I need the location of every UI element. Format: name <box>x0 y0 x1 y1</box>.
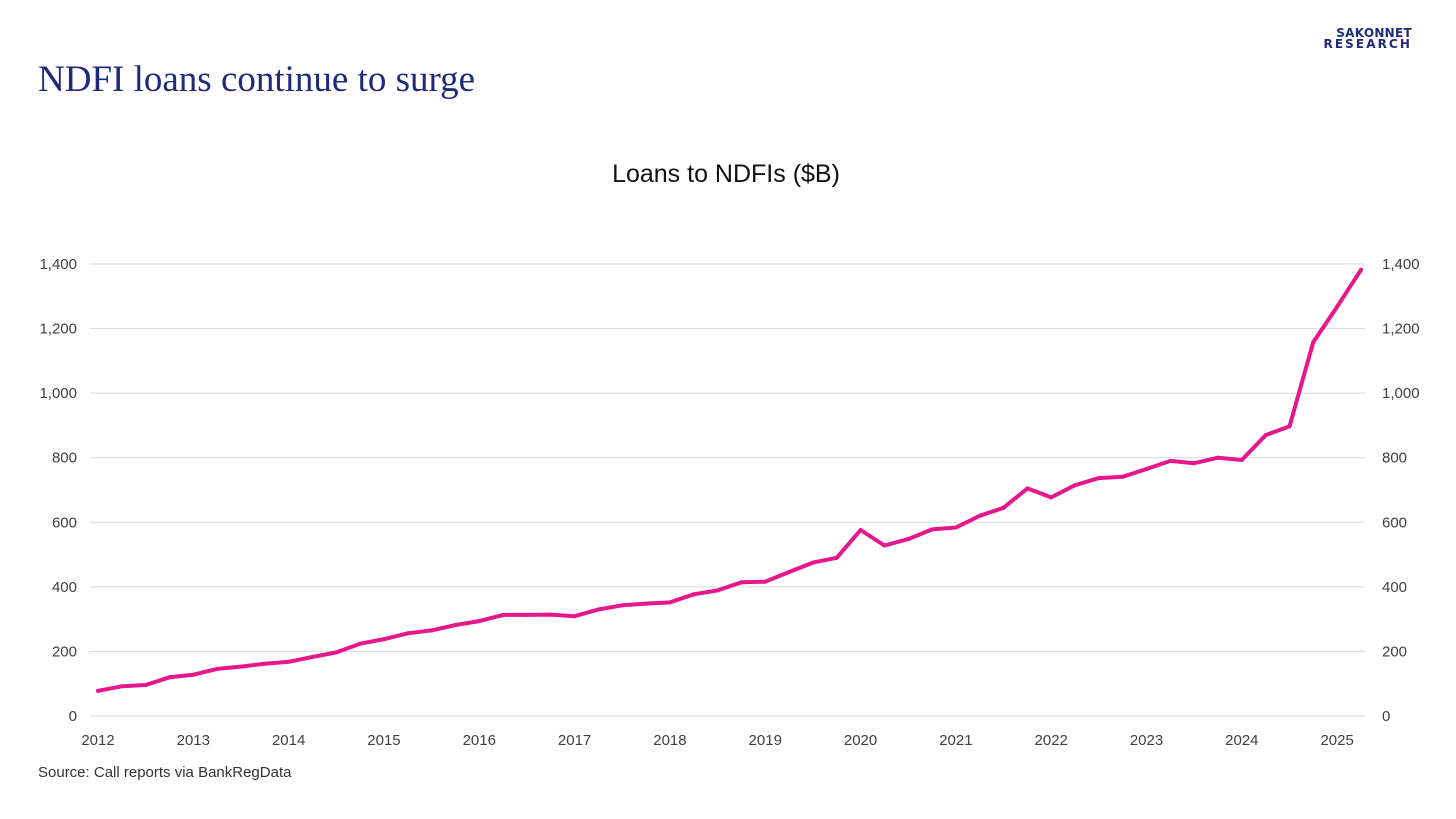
data-point <box>691 592 696 597</box>
x-axis: 2012 2013 2014 2015 2016 2017 2018 2019 2020 2021… <box>81 732 1354 749</box>
data-point <box>1335 304 1340 309</box>
data-point <box>477 619 482 624</box>
data-point <box>1001 505 1006 510</box>
x-tick-label: 2025 <box>1320 732 1353 749</box>
data-point <box>358 641 363 646</box>
data-point <box>834 555 839 560</box>
data-point <box>215 666 220 671</box>
x-tick-label: 2012 <box>81 732 114 749</box>
data-point <box>977 513 982 518</box>
data-point <box>810 560 815 565</box>
x-tick-label: 2014 <box>272 732 305 749</box>
data-point <box>453 622 458 627</box>
data-point <box>882 543 887 548</box>
data-point <box>1239 457 1244 462</box>
x-tick-label: 2017 <box>558 732 591 749</box>
data-point <box>644 601 649 606</box>
data-point <box>953 525 958 530</box>
y-tick-label-right: 1,400 <box>1382 256 1420 273</box>
y-tick-label-left: 1,400 <box>39 256 77 273</box>
data-point <box>715 588 720 593</box>
data-point <box>763 579 768 584</box>
data-point <box>238 664 243 669</box>
data-point <box>930 527 935 532</box>
logo-line-1: SAKONNET <box>1336 26 1412 40</box>
data-point <box>119 684 124 689</box>
y-tick-label-left: 1,200 <box>39 321 77 338</box>
x-tick-label: 2013 <box>177 732 210 749</box>
data-point <box>1287 424 1292 429</box>
data-point <box>286 659 291 664</box>
page-title: NDFI loans continue to surge <box>38 59 476 100</box>
data-point <box>1168 458 1173 463</box>
y-tick-label-right: 1,200 <box>1382 321 1420 338</box>
y-axis-left: 0 200 400 600 800 1,000 1,200 1,400 <box>39 256 77 725</box>
data-point <box>405 631 410 636</box>
x-tick-label: 2020 <box>844 732 877 749</box>
x-tick-label: 2015 <box>367 732 400 749</box>
y-tick-label-left: 400 <box>52 579 77 596</box>
y-tick-label-right: 1,000 <box>1382 385 1420 402</box>
data-point <box>1096 476 1101 481</box>
y-tick-label-left: 0 <box>69 708 77 725</box>
data-point <box>429 628 434 633</box>
source-note: Source: Call reports via BankRegData <box>38 764 292 781</box>
x-tick-label: 2024 <box>1225 732 1258 749</box>
x-tick-label: 2019 <box>749 732 782 749</box>
y-axis-right: 0 200 400 600 800 1,000 1,200 1,400 <box>1382 256 1420 725</box>
data-point <box>787 570 792 575</box>
data-point <box>1359 267 1363 272</box>
data-point <box>1025 486 1030 491</box>
y-tick-label-left: 600 <box>52 514 77 531</box>
y-tick-label-right: 0 <box>1382 708 1390 725</box>
data-point <box>381 637 386 642</box>
data-point <box>1144 467 1149 472</box>
data-point <box>548 612 553 617</box>
data-point <box>620 603 625 608</box>
data-point <box>1216 455 1221 460</box>
y-tick-label-right: 800 <box>1382 450 1407 467</box>
y-tick-label-right: 400 <box>1382 579 1407 596</box>
data-point <box>667 600 672 605</box>
y-tick-label-left: 800 <box>52 450 77 467</box>
data-point <box>334 650 339 655</box>
data-point <box>596 607 601 612</box>
data-point <box>1073 483 1078 488</box>
data-point <box>858 528 863 533</box>
y-tick-label-left: 1,000 <box>39 385 77 402</box>
data-point <box>739 580 744 585</box>
data-point <box>1311 340 1316 345</box>
data-point <box>906 537 911 542</box>
data-point <box>1192 461 1197 466</box>
data-point <box>143 683 148 688</box>
gridlines <box>90 263 1365 717</box>
data-point <box>262 661 267 666</box>
data-point <box>1263 433 1268 438</box>
series-group <box>96 267 1363 693</box>
x-tick-label: 2018 <box>653 732 686 749</box>
x-tick-label: 2022 <box>1035 732 1068 749</box>
logo-line-2: RESEARCH <box>1323 37 1412 51</box>
brand-logo: SAKONNET RESEARCH <box>1323 26 1412 51</box>
data-point <box>191 672 196 677</box>
data-point <box>524 612 529 617</box>
chart-title: Loans to NDFIs ($B) <box>612 160 840 188</box>
data-point <box>310 654 315 659</box>
y-tick-label-right: 200 <box>1382 643 1407 660</box>
y-tick-label-right: 600 <box>1382 514 1407 531</box>
x-tick-label: 2021 <box>939 732 972 749</box>
y-tick-label-left: 200 <box>52 643 77 660</box>
series-line <box>96 267 1363 693</box>
data-point <box>501 612 506 617</box>
data-point <box>167 675 172 680</box>
data-point <box>1120 474 1125 479</box>
data-point <box>1049 495 1054 500</box>
x-tick-label: 2016 <box>463 732 496 749</box>
data-point <box>572 614 577 619</box>
x-tick-label: 2023 <box>1130 732 1163 749</box>
data-point <box>96 688 100 693</box>
